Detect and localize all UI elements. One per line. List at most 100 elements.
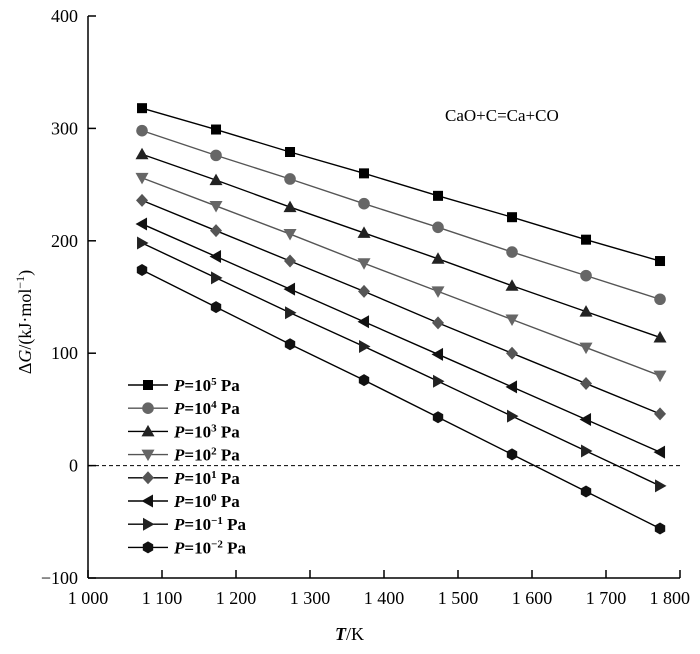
data-point [653, 370, 667, 383]
data-point [581, 234, 592, 245]
data-point [579, 413, 592, 427]
x-axis-label-unit: /K [346, 624, 364, 644]
series-3 [135, 172, 667, 383]
data-point [432, 221, 444, 234]
series-1 [136, 124, 666, 306]
x-tick-label: 1 700 [586, 588, 627, 608]
data-point [359, 168, 370, 179]
legend-entry: P=103 Pa [128, 422, 240, 441]
data-point [210, 301, 222, 314]
x-tick-label: 1 400 [364, 588, 405, 608]
data-point [209, 173, 223, 186]
data-point [655, 256, 666, 267]
legend-marker [142, 541, 154, 554]
data-point [209, 250, 222, 264]
legend-label: P=10−1 Pa [173, 515, 246, 534]
data-point [580, 377, 593, 391]
legend-entry: P=100 Pa [128, 492, 240, 511]
data-point [283, 282, 296, 296]
data-point [579, 342, 593, 355]
series-line [141, 269, 661, 530]
data-point [505, 279, 519, 291]
series-6 [137, 236, 667, 493]
legend-label: P=102 Pa [173, 446, 240, 465]
data-point [653, 330, 667, 343]
legend-label: P=101 Pa [173, 469, 240, 488]
data-point [655, 479, 667, 493]
data-point [210, 149, 222, 162]
y-tick-label: 200 [51, 231, 78, 251]
y-axis-label-delta: Δ [15, 363, 35, 375]
data-point [358, 374, 370, 387]
data-point [285, 306, 297, 320]
series-line [141, 223, 661, 453]
data-point [580, 269, 592, 282]
legend-marker [142, 402, 154, 415]
data-point [211, 124, 222, 135]
data-point [284, 173, 296, 185]
legend-label: P=10−2 Pa [173, 538, 246, 557]
data-point [135, 147, 149, 160]
data-series [135, 103, 667, 535]
y-axis-label-exponent: −1 [13, 276, 27, 289]
legend-entry: P=10−2 Pa [128, 538, 246, 557]
legend-label: P=104 Pa [173, 399, 240, 418]
data-point [432, 411, 444, 424]
x-tick-label: 1 300 [290, 588, 331, 608]
legend-marker [143, 380, 153, 390]
data-point [136, 124, 148, 137]
y-axis-label-unit: /(kJ·mol [15, 289, 36, 350]
legend-marker [141, 424, 155, 437]
data-point [357, 258, 371, 270]
y-tick-label: 100 [51, 343, 78, 363]
legend-entry: P=104 Pa [128, 399, 240, 418]
data-point [505, 314, 519, 326]
data-point [506, 346, 519, 360]
data-point [506, 448, 518, 461]
series-0 [137, 103, 666, 267]
series-line [141, 153, 661, 339]
legend-label: P=105 Pa [173, 376, 240, 395]
legend-label: P=103 Pa [173, 422, 240, 441]
data-point [654, 522, 666, 535]
series-line [141, 199, 661, 415]
data-point [209, 200, 223, 213]
data-point [358, 197, 370, 210]
legend-marker [143, 517, 155, 531]
y-tick-label: 0 [69, 456, 78, 476]
data-point [211, 271, 223, 285]
data-point [581, 444, 593, 458]
data-point [432, 316, 445, 330]
y-axis-label-symbol: G [15, 350, 35, 363]
y-tick-label: 300 [51, 118, 78, 138]
legend-entry: P=10−1 Pa [128, 515, 246, 534]
data-point [357, 315, 370, 329]
data-point [431, 252, 445, 264]
series-line [141, 129, 661, 300]
legend-entry: P=102 Pa [128, 446, 240, 465]
data-point [507, 409, 519, 423]
x-axis-label-symbol: T [335, 624, 347, 644]
y-axis-label-close: ) [15, 270, 36, 276]
data-point [284, 254, 297, 268]
y-axis-label: ΔG/(kJ·mol−1) [13, 270, 36, 374]
data-point [506, 246, 518, 258]
x-tick-label: 1 800 [650, 588, 691, 608]
data-point [137, 103, 148, 114]
data-point [358, 284, 371, 298]
legend-label: P=100 Pa [173, 492, 240, 511]
data-point [284, 338, 296, 351]
series-5 [135, 217, 666, 459]
data-point [433, 190, 444, 201]
data-point [654, 293, 666, 306]
data-point [283, 229, 297, 241]
x-tick-label: 1 500 [438, 588, 479, 608]
legend-marker [141, 494, 153, 508]
data-point [431, 286, 445, 298]
data-point [135, 172, 149, 185]
data-point [433, 374, 445, 388]
x-tick-label: 1 600 [512, 588, 553, 608]
data-point [507, 212, 518, 223]
legend-entry: P=101 Pa [128, 469, 240, 488]
data-point [580, 485, 592, 498]
